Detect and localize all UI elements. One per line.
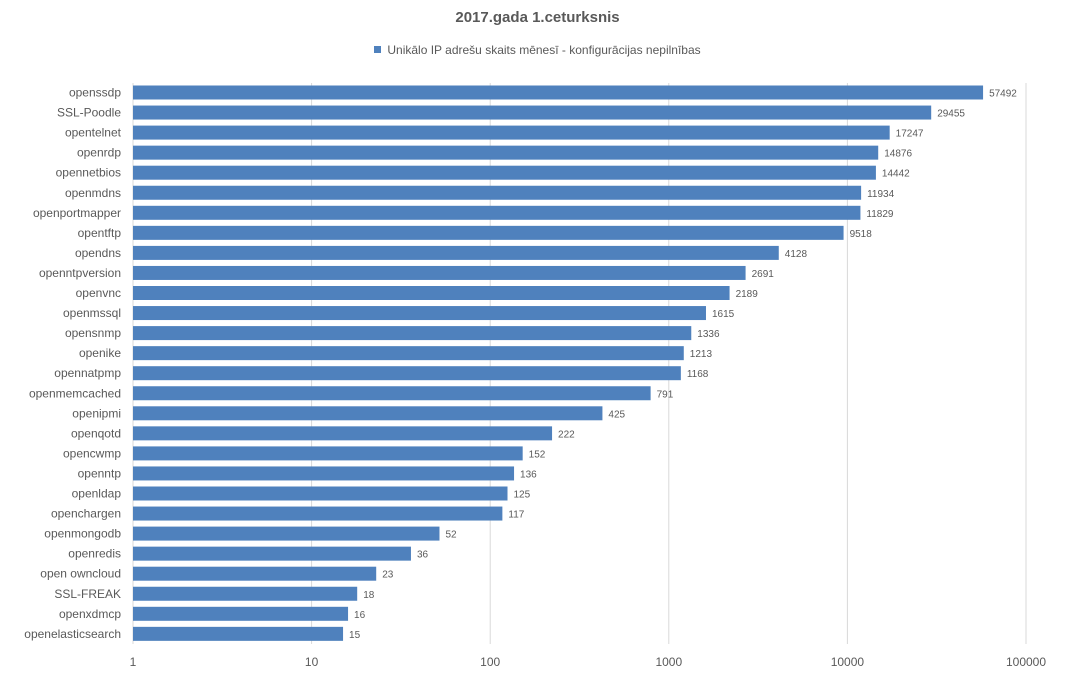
data-label: 17247 bbox=[896, 129, 924, 140]
data-label: 11829 bbox=[866, 209, 894, 220]
bar bbox=[133, 306, 706, 321]
data-label: 136 bbox=[520, 469, 537, 480]
data-label: 1168 bbox=[687, 369, 709, 380]
data-label: 152 bbox=[529, 449, 546, 460]
category-label: openssdp bbox=[69, 86, 121, 100]
data-label: 29455 bbox=[937, 109, 965, 120]
data-label: 23 bbox=[382, 570, 394, 581]
bar bbox=[133, 626, 344, 641]
category-label: openportmapper bbox=[33, 206, 121, 220]
bar bbox=[133, 105, 932, 120]
bar bbox=[133, 586, 358, 601]
data-label: 36 bbox=[417, 550, 429, 561]
category-label: opennatpmp bbox=[54, 366, 121, 380]
category-label: openmemcached bbox=[29, 386, 121, 400]
data-label: 117 bbox=[508, 510, 524, 521]
category-label: openchargen bbox=[51, 507, 121, 521]
category-label: opentelnet bbox=[65, 126, 122, 140]
bar bbox=[133, 486, 508, 501]
data-label: 57492 bbox=[989, 89, 1017, 100]
category-label: openmdns bbox=[65, 186, 121, 200]
category-label: openntp bbox=[78, 466, 122, 480]
bar bbox=[133, 85, 984, 100]
bar bbox=[133, 466, 515, 481]
bar bbox=[133, 546, 411, 561]
bar bbox=[133, 265, 746, 280]
category-label: openmongodb bbox=[44, 527, 121, 541]
category-label: open owncloud bbox=[40, 567, 121, 581]
category-label: openipmi bbox=[72, 406, 121, 420]
legend-label: Unikālo IP adrešu skaits mēnesī - konfig… bbox=[387, 43, 701, 57]
bar bbox=[133, 446, 523, 461]
legend-swatch bbox=[374, 46, 382, 54]
bar bbox=[133, 426, 553, 441]
data-label: 9518 bbox=[850, 229, 873, 240]
data-labels: 57492 29455 17247 14876 14442 11934 11829 9518 4… bbox=[349, 89, 1017, 641]
data-label: 14442 bbox=[882, 169, 910, 180]
category-label: opendns bbox=[75, 246, 121, 260]
x-tick-label: 100000 bbox=[1006, 655, 1046, 669]
bar bbox=[133, 125, 890, 140]
data-label: 16 bbox=[354, 610, 366, 621]
data-label: 2189 bbox=[736, 289, 759, 300]
bar bbox=[133, 326, 692, 341]
bar bbox=[133, 606, 349, 621]
bar bbox=[133, 165, 876, 180]
bar bbox=[133, 245, 779, 260]
data-label: 11934 bbox=[867, 189, 895, 200]
category-label: opennetbios bbox=[56, 166, 121, 180]
data-label: 1213 bbox=[690, 349, 713, 360]
category-label: openmssql bbox=[63, 306, 121, 320]
bar bbox=[133, 386, 651, 401]
x-tick-label: 1000 bbox=[655, 655, 682, 669]
data-label: 18 bbox=[363, 590, 375, 601]
bar bbox=[133, 346, 684, 361]
data-label: 52 bbox=[445, 530, 457, 541]
category-label: openelasticsearch bbox=[24, 627, 121, 641]
category-label: opensnmp bbox=[65, 326, 121, 340]
category-label: openldap bbox=[72, 487, 122, 501]
data-label: 15 bbox=[349, 630, 361, 641]
data-label: 125 bbox=[514, 490, 531, 501]
chart-legend: Unikālo IP adrešu skaits mēnesī - konfig… bbox=[0, 43, 1075, 57]
data-label: 14876 bbox=[884, 149, 912, 160]
category-label: opencwmp bbox=[63, 446, 121, 460]
category-label: openxdmcp bbox=[59, 607, 121, 621]
bar bbox=[133, 526, 440, 541]
data-label: 2691 bbox=[752, 269, 775, 280]
category-label: openvnc bbox=[76, 286, 121, 300]
bar bbox=[133, 366, 681, 381]
bar bbox=[133, 506, 503, 521]
x-axis-tick-labels: 1 10 100 1000 10000 100000 bbox=[130, 655, 1047, 669]
category-label: opentftp bbox=[78, 226, 122, 240]
bar bbox=[133, 205, 861, 220]
x-tick-label: 10000 bbox=[831, 655, 865, 669]
x-tick-label: 100 bbox=[480, 655, 500, 669]
category-label: openredis bbox=[68, 547, 121, 561]
data-label: 1336 bbox=[697, 329, 720, 340]
bar bbox=[133, 286, 730, 300]
bar bbox=[133, 225, 844, 240]
data-label: 1615 bbox=[712, 309, 735, 320]
bar bbox=[133, 566, 377, 581]
x-tick-label: 1 bbox=[130, 655, 137, 669]
bar bbox=[133, 185, 862, 200]
x-tick-label: 10 bbox=[305, 655, 319, 669]
data-label: 4128 bbox=[785, 249, 808, 260]
bar bbox=[133, 406, 603, 421]
data-label: 425 bbox=[608, 409, 625, 420]
category-label: openike bbox=[79, 346, 121, 360]
chart-title: 2017.gada 1.ceturksnis bbox=[455, 9, 620, 26]
data-label: 222 bbox=[558, 429, 575, 440]
category-label: openrdp bbox=[77, 146, 121, 160]
category-label: SSL-Poodle bbox=[57, 106, 121, 120]
bars bbox=[133, 85, 984, 641]
category-label: SSL-FREAK bbox=[54, 587, 121, 601]
category-label: openntpversion bbox=[39, 266, 121, 280]
data-label: 791 bbox=[657, 389, 674, 400]
bar bbox=[133, 145, 879, 160]
category-labels: openssdp SSL-Poodle opentelnet openrdp openn… bbox=[24, 86, 121, 641]
category-label: openqotd bbox=[71, 426, 121, 440]
